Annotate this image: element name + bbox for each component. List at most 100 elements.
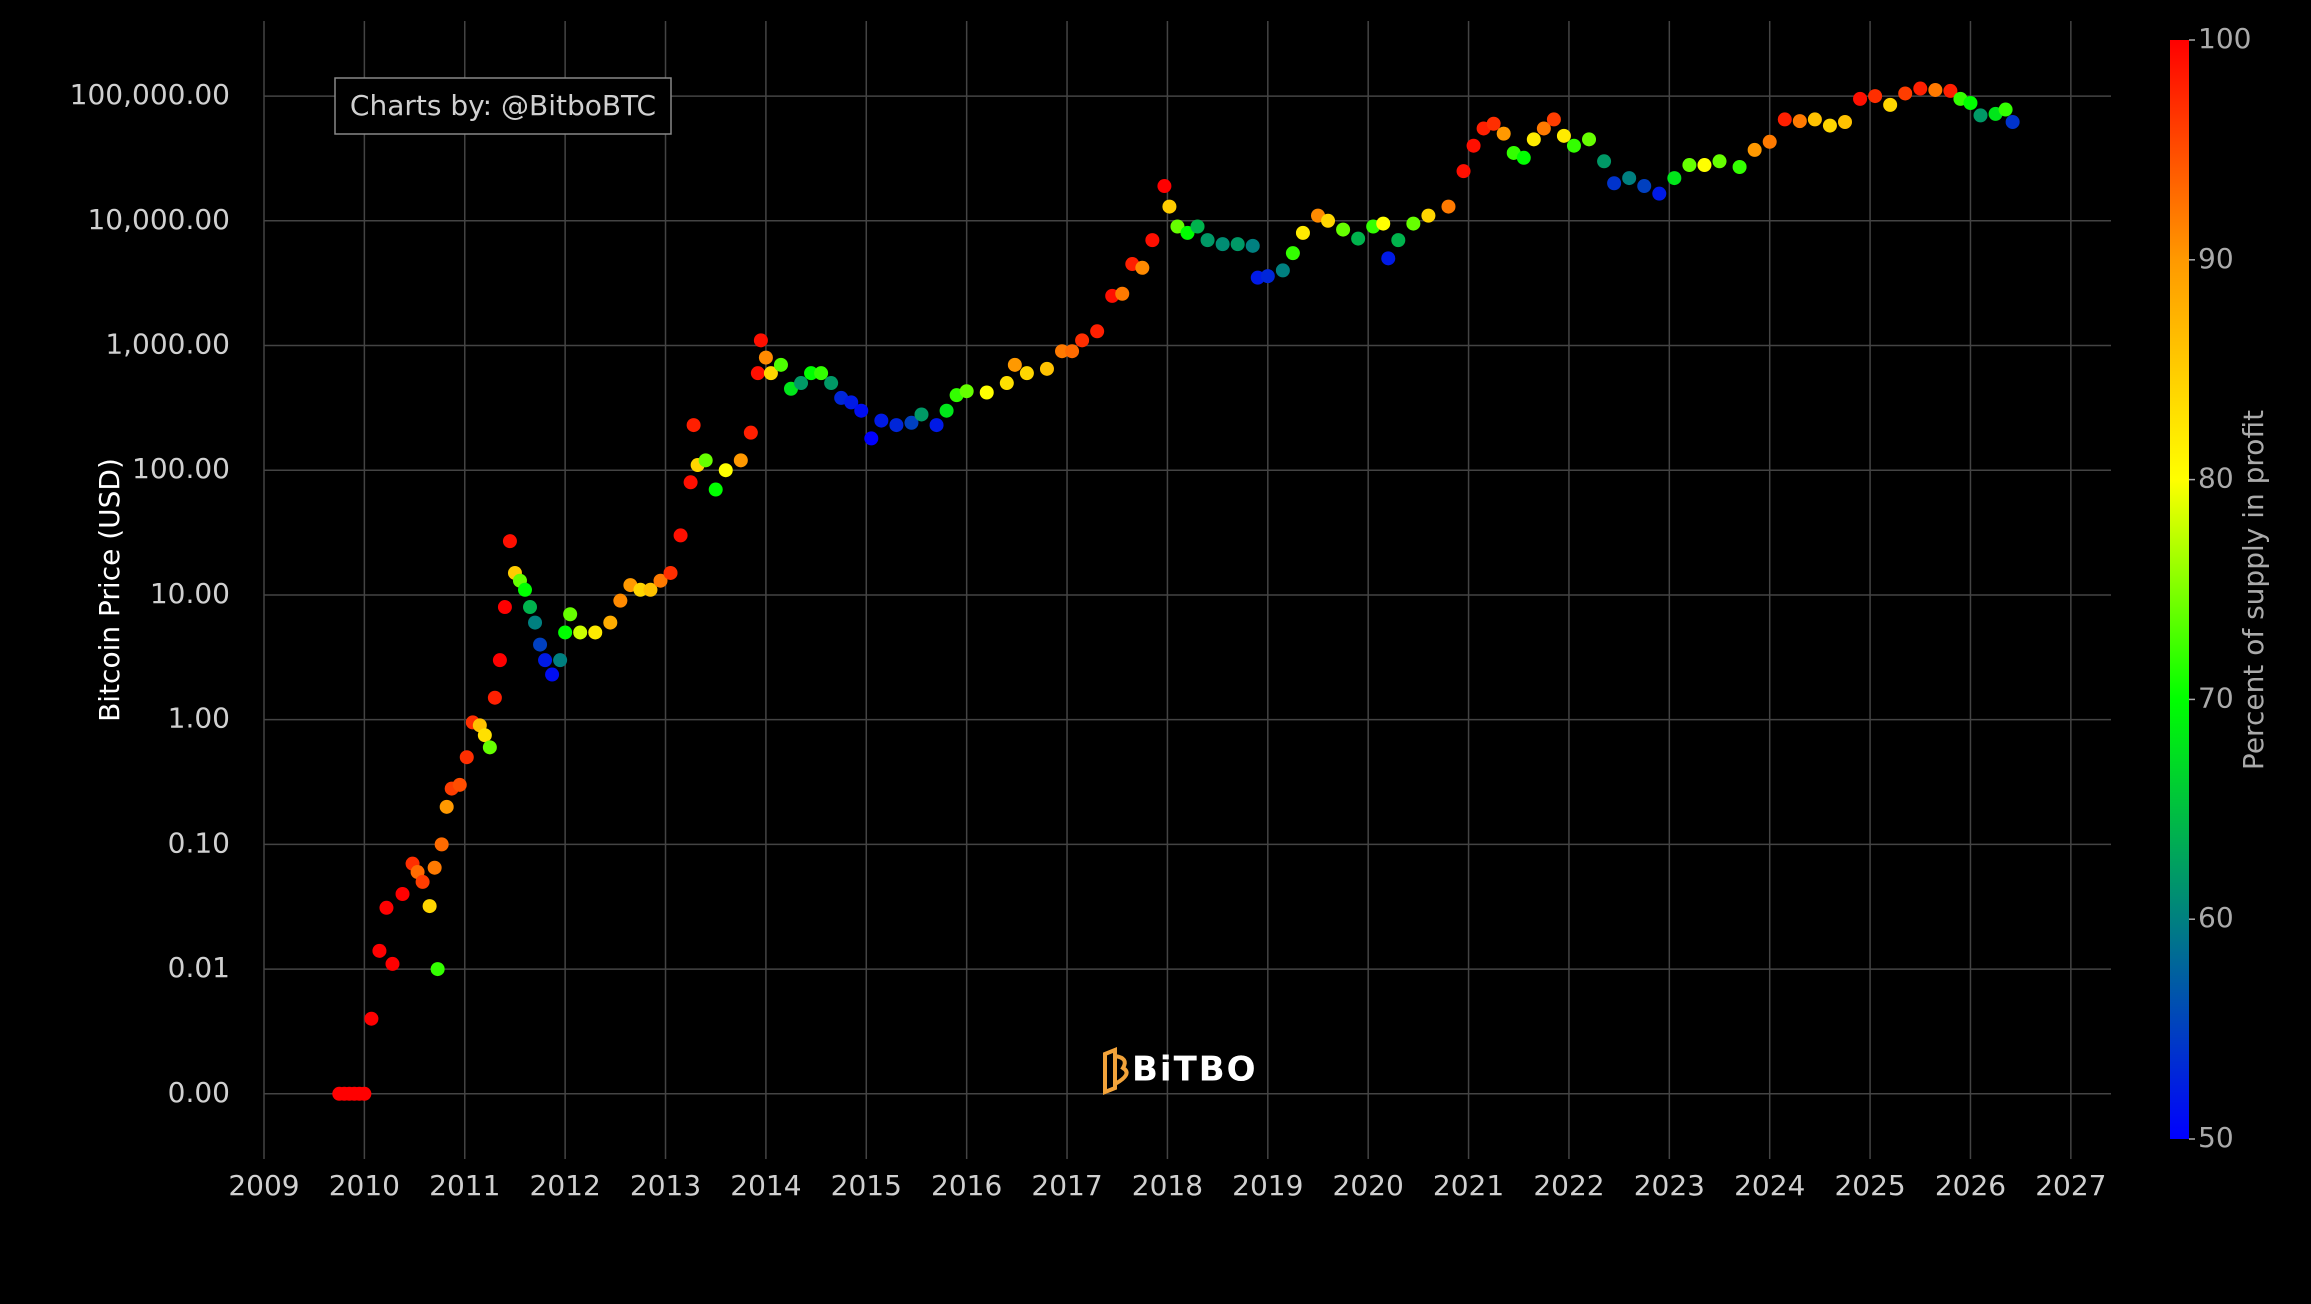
point (603, 615, 618, 630)
point (1421, 208, 1436, 223)
point (673, 528, 688, 543)
point (914, 407, 929, 422)
x-tick-label: 2011 (429, 1169, 500, 1202)
point (1245, 238, 1260, 253)
watermark: BiTBO (1132, 1050, 1258, 1090)
point (563, 607, 578, 622)
point (1853, 91, 1868, 106)
point (502, 534, 517, 549)
point (979, 385, 994, 400)
point (1285, 246, 1300, 261)
point (763, 366, 778, 381)
point (1215, 237, 1230, 252)
point (1007, 357, 1022, 372)
point (523, 600, 538, 615)
point (653, 573, 668, 588)
x-tick-label: 2015 (831, 1169, 902, 1202)
point (864, 431, 879, 446)
point (1351, 231, 1366, 246)
point (753, 333, 768, 348)
point (533, 637, 548, 652)
x-tick-label: 2022 (1533, 1169, 1604, 1202)
point (1898, 86, 1913, 101)
y-tick-label: 10,000.00 (87, 203, 230, 236)
x-tick-label: 2012 (530, 1169, 601, 1202)
point (497, 600, 512, 615)
point (683, 475, 698, 490)
point (1486, 116, 1501, 131)
y-tick-label: 100,000.00 (70, 78, 230, 111)
point (1200, 233, 1215, 248)
point (1336, 222, 1351, 237)
x-tick-label: 2019 (1232, 1169, 1303, 1202)
x-tick-label: 2016 (931, 1169, 1002, 1202)
point (1055, 344, 1070, 359)
point (385, 956, 400, 971)
point (1822, 118, 1837, 133)
point (477, 728, 492, 743)
point (427, 860, 442, 875)
point (434, 837, 449, 852)
point (874, 413, 889, 428)
point (1275, 263, 1290, 278)
annotation-box (334, 77, 672, 135)
point (643, 582, 658, 597)
point (459, 750, 474, 765)
point (1391, 233, 1406, 248)
point (357, 1086, 372, 1101)
point (452, 777, 467, 792)
point (1526, 132, 1541, 147)
point (1792, 114, 1807, 129)
point (1260, 269, 1275, 284)
point (1732, 160, 1747, 175)
point (1180, 225, 1195, 240)
point (1807, 112, 1822, 127)
point (1883, 97, 1898, 112)
point (1622, 171, 1637, 186)
point (1170, 219, 1185, 234)
x-tick-label: 2021 (1433, 1169, 1504, 1202)
point (1135, 260, 1150, 275)
point (814, 366, 829, 381)
x-tick-label: 2026 (1935, 1169, 2006, 1202)
point (794, 376, 809, 391)
x-tick-label: 2018 (1132, 1169, 1203, 1202)
point (1712, 154, 1727, 169)
point (1943, 83, 1958, 98)
point (1837, 114, 1852, 129)
x-tick-label: 2014 (730, 1169, 801, 1202)
y-tick-label: 100.00 (132, 452, 230, 485)
colorbar-tick-label: 90 (2198, 242, 2234, 275)
point (372, 943, 387, 958)
point (1973, 108, 1988, 123)
point (844, 395, 859, 410)
point (1777, 112, 1792, 127)
colorbar-tick-label: 50 (2198, 1121, 2234, 1154)
point (939, 403, 954, 418)
point (1090, 324, 1105, 339)
point (1682, 158, 1697, 173)
point (959, 384, 974, 399)
point (1115, 286, 1130, 301)
point (750, 366, 765, 381)
y-axis-title: Bitcoin Price (USD) (93, 458, 126, 722)
x-tick-label: 2017 (1031, 1169, 1102, 1202)
point (1762, 134, 1777, 149)
point (999, 376, 1014, 391)
colorbar-tick-label: 80 (2198, 462, 2234, 495)
point (708, 482, 723, 497)
point (588, 625, 603, 640)
y-tick-label: 0.10 (168, 826, 230, 859)
point (1697, 158, 1712, 173)
annotation: Charts by: @BitboBTC (350, 89, 656, 122)
point (1667, 171, 1682, 186)
point (1607, 176, 1622, 191)
x-tick-label: 2025 (1834, 1169, 1905, 1202)
point (633, 582, 648, 597)
point (1019, 366, 1034, 381)
point (379, 900, 394, 915)
point (1376, 216, 1391, 231)
point (1190, 219, 1205, 234)
